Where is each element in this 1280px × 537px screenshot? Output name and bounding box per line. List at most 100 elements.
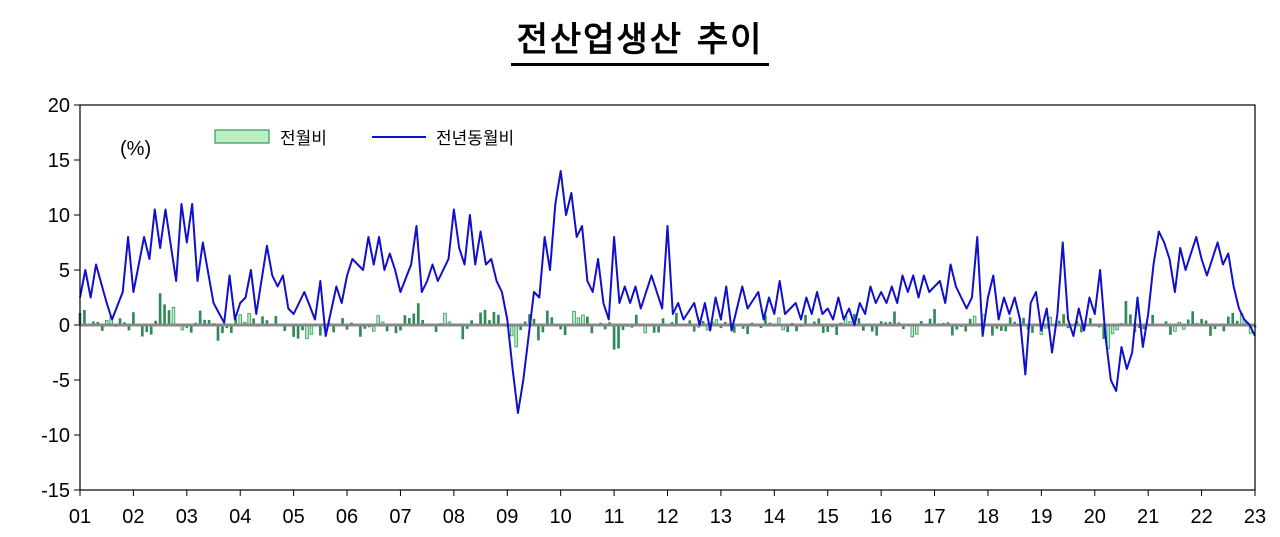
mom-bar [1057, 320, 1061, 325]
mom-bar [795, 325, 798, 332]
mom-bar [509, 324, 514, 337]
mom-bar [1075, 320, 1079, 325]
x-tick-label: 16 [870, 506, 892, 528]
x-tick-label: 14 [763, 506, 785, 528]
mom-bar [1209, 325, 1212, 336]
mom-bar [572, 310, 576, 326]
mom-bar [991, 325, 994, 336]
mom-bar [1235, 320, 1239, 325]
mom-bar [603, 325, 607, 330]
x-tick-label: 13 [710, 506, 732, 528]
mom-bar [919, 321, 923, 325]
mom-bar [283, 325, 287, 331]
x-tick-label: 23 [1244, 506, 1266, 528]
mom-bar [394, 325, 398, 334]
mom-bar [1022, 317, 1025, 325]
mom-bar [857, 318, 861, 325]
mom-bar [319, 325, 322, 336]
mom-bar [528, 314, 531, 325]
mom-bar [198, 310, 202, 325]
mom-bar [563, 325, 567, 336]
x-tick-label: 04 [229, 506, 251, 528]
mom-bar [1191, 311, 1195, 325]
yoy-line-group [79, 170, 1256, 414]
x-tick-label: 08 [443, 506, 465, 528]
mom-bar [612, 325, 616, 350]
mom-bar [96, 321, 100, 325]
mom-bar [118, 318, 122, 325]
mom-bar [385, 325, 389, 332]
mom-bar [238, 314, 242, 326]
x-tick-label: 03 [176, 506, 198, 528]
chart-title: 전산업생산 추이 [0, 12, 1280, 66]
legend-swatch-mom [214, 129, 270, 144]
mom-bar [1080, 325, 1083, 333]
mom-bar [928, 318, 932, 325]
mom-bar [229, 325, 233, 333]
mom-bar [821, 325, 825, 333]
mom-bar [296, 325, 300, 339]
mom-bar [1222, 325, 1226, 332]
mom-bar [1066, 325, 1070, 329]
mom-bar [541, 325, 545, 333]
legend-label-yoy: 전년동월비 [436, 129, 514, 149]
mom-bar [132, 312, 135, 325]
mom-bar [732, 325, 736, 333]
mom-bar [888, 321, 892, 325]
mom-bar [826, 325, 830, 332]
mom-bar [875, 325, 879, 336]
mom-bar [203, 319, 206, 325]
mom-bar [537, 325, 540, 341]
mom-bar [817, 318, 821, 325]
y-axis-ticks: 20 15 10 5 0 -5 -10 -15 [41, 95, 80, 502]
mom-bar [292, 325, 295, 337]
mom-bar [1142, 325, 1146, 330]
mom-bar [1008, 317, 1012, 325]
mom-bar [1186, 319, 1190, 325]
x-tick-label: 05 [283, 506, 305, 528]
x-tick-label: 09 [496, 506, 518, 528]
mom-bar [590, 325, 594, 334]
mom-bar [902, 325, 905, 330]
x-tick-label: 19 [1030, 506, 1052, 528]
x-tick-label: 02 [122, 506, 144, 528]
x-tick-label: 12 [656, 506, 678, 528]
mom-bar [893, 311, 896, 325]
mom-bar [479, 312, 482, 325]
mom-bar [140, 325, 144, 337]
mom-bar [1062, 314, 1065, 325]
chart-title-text: 전산업생산 추이 [510, 12, 770, 66]
x-tick-label: 20 [1084, 506, 1106, 528]
mom-bar [163, 304, 166, 325]
mom-bar [519, 325, 522, 331]
y-tick-label: 5 [59, 260, 70, 282]
mom-bar [149, 325, 153, 335]
mom-bar [207, 319, 211, 325]
x-tick-label: 17 [923, 506, 945, 528]
mom-bar [746, 325, 749, 335]
mom-bar [127, 325, 131, 331]
mom-bar [586, 316, 589, 325]
mom-bar [1124, 301, 1128, 325]
mom-bar [274, 316, 278, 325]
mom-bar [835, 325, 838, 336]
x-tick-label: 22 [1190, 506, 1212, 528]
mom-bar [83, 310, 86, 325]
x-tick-label: 06 [336, 506, 358, 528]
mom-bar [247, 313, 251, 326]
mom-bar [403, 315, 407, 325]
mom-bar [804, 315, 807, 325]
mom-bar [265, 320, 269, 325]
yoy-line [79, 170, 1256, 414]
mom-bar [332, 325, 336, 333]
mom-bar [559, 325, 563, 330]
mom-bar [652, 325, 656, 333]
mom-bar [617, 325, 620, 349]
mom-bar [862, 325, 865, 331]
y-tick-label: 15 [48, 150, 70, 172]
mom-bar [1129, 314, 1132, 325]
mom-bar [434, 325, 438, 332]
mom-bar [470, 320, 473, 325]
mom-bar [158, 293, 162, 325]
mom-bar [933, 309, 936, 325]
